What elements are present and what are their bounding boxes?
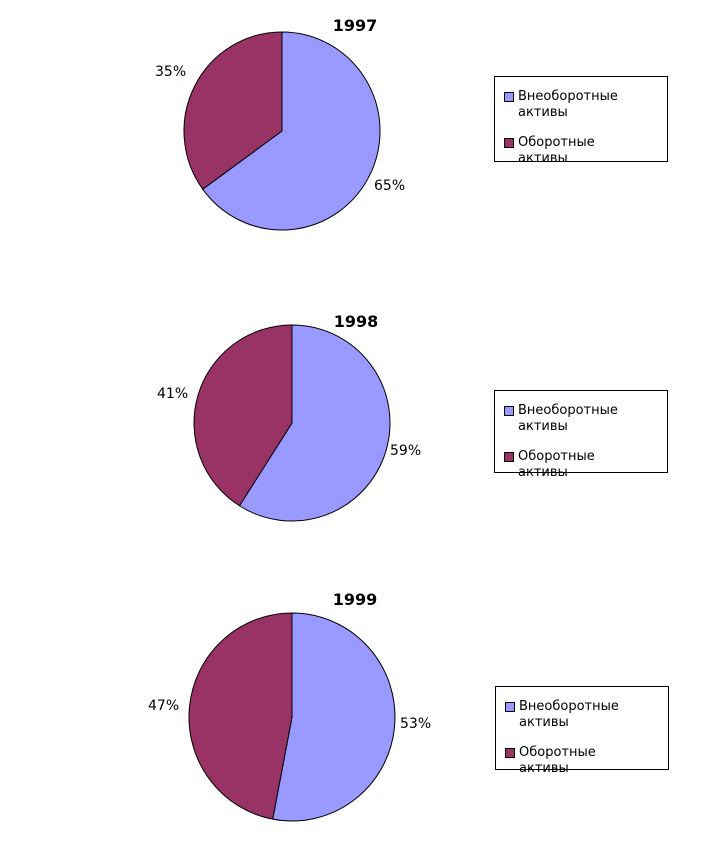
legend-label: Оборотные активы: [518, 449, 595, 480]
slice-label-non-current: 53%: [400, 716, 432, 732]
legend: Внеоборотные активы Оборотные активы: [494, 390, 668, 480]
legend-item-non-current: Внеоборотные активы: [504, 403, 659, 435]
legend-label: Внеоборотные активы: [518, 89, 618, 120]
slice-label-non-current: 59%: [390, 443, 422, 459]
legend-swatch-current: [505, 748, 515, 758]
chart-title: 1999: [332, 590, 378, 609]
slice-current: [183, 31, 283, 190]
slice-non-current: [238, 324, 391, 522]
legend-item-current: Оборотные активы: [505, 745, 660, 777]
legend-item-non-current: Внеоборотные активы: [504, 89, 659, 121]
legend-label: Оборотные активы: [519, 745, 596, 776]
legend-swatch-current: [504, 138, 514, 148]
chart-title: 1998: [333, 312, 379, 331]
pie-1997-svg: [183, 31, 381, 231]
legend-label: Внеоборотные активы: [519, 699, 619, 730]
legend-swatch-non-current: [504, 92, 514, 102]
slice-non-current: [272, 612, 396, 822]
slice-current: [188, 612, 293, 820]
slice-label-current: 35%: [155, 64, 187, 80]
slice-label-current: 41%: [157, 386, 189, 402]
pie-chart-1997: 1997 35% 65% Внеоборотные активы Оборотн…: [0, 0, 712, 260]
legend-label: Оборотные активы: [518, 135, 595, 166]
legend-item-non-current: Внеоборотные активы: [505, 699, 660, 731]
legend-item-current: Оборотные активы: [504, 449, 659, 481]
legend-swatch-current: [504, 452, 514, 462]
legend-swatch-non-current: [505, 702, 515, 712]
legend-label: Внеоборотные активы: [518, 403, 618, 434]
slice-non-current: [202, 31, 381, 231]
pie-1998-svg: [193, 324, 391, 522]
legend: Внеоборотные активы Оборотные активы: [495, 686, 669, 776]
slice-current: [193, 324, 293, 507]
slice-label-current: 47%: [148, 698, 180, 714]
legend: Внеоборотные активы Оборотные активы: [494, 76, 668, 166]
chart-title: 1997: [332, 16, 378, 35]
legend-item-current: Оборотные активы: [504, 135, 659, 167]
slice-label-non-current: 65%: [374, 178, 406, 194]
legend-swatch-non-current: [504, 406, 514, 416]
pie-chart-1998: 1998 41% 59% Внеоборотные активы Оборотн…: [157, 312, 668, 522]
